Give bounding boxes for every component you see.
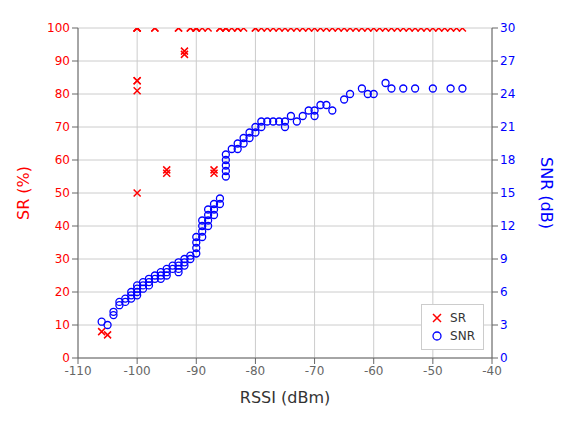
svg-text:50: 50 [55, 186, 70, 200]
svg-text:SNR (dB): SNR (dB) [537, 157, 556, 229]
svg-text:15: 15 [500, 186, 515, 200]
svg-text:-100: -100 [124, 364, 151, 378]
svg-text:30: 30 [500, 21, 515, 35]
svg-text:90: 90 [55, 54, 70, 68]
svg-text:27: 27 [500, 54, 515, 68]
svg-text:-40: -40 [482, 364, 502, 378]
svg-text:SR (%): SR (%) [14, 166, 33, 220]
svg-text:-110: -110 [64, 364, 91, 378]
svg-text:80: 80 [55, 87, 70, 101]
svg-text:9: 9 [500, 252, 508, 266]
svg-text:100: 100 [47, 21, 70, 35]
svg-text:-50: -50 [423, 364, 443, 378]
svg-text:RSSI (dBm): RSSI (dBm) [240, 388, 330, 407]
svg-text:12: 12 [500, 219, 515, 233]
svg-text:24: 24 [500, 87, 515, 101]
html-text:SR: SR [450, 311, 466, 325]
svg-text:-90: -90 [186, 364, 206, 378]
svg-text:0: 0 [500, 351, 508, 365]
svg-text:10: 10 [55, 318, 70, 332]
html-text:SNR: SNR [450, 329, 475, 343]
svg-text:-70: -70 [305, 364, 325, 378]
svg-text:60: 60 [55, 153, 70, 167]
svg-text:20: 20 [55, 285, 70, 299]
svg-text:30: 30 [55, 252, 70, 266]
svg-text:6: 6 [500, 285, 508, 299]
svg-text:70: 70 [55, 120, 70, 134]
svg-text:18: 18 [500, 153, 515, 167]
svg-text:-80: -80 [246, 364, 266, 378]
svg-text:-60: -60 [364, 364, 384, 378]
svg-text:0: 0 [62, 351, 70, 365]
svg-text:3: 3 [500, 318, 508, 332]
svg-text:21: 21 [500, 120, 515, 134]
svg-text:40: 40 [55, 219, 70, 233]
